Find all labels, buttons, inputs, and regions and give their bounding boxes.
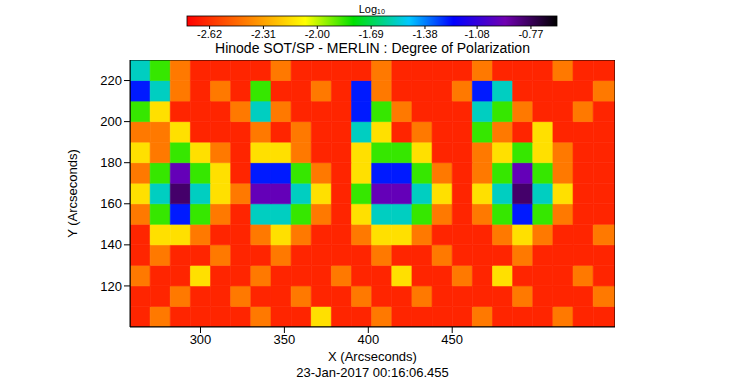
svg-text:200: 200: [100, 114, 122, 129]
svg-text:300: 300: [190, 332, 212, 347]
svg-text:-2.00: -2.00: [305, 28, 330, 40]
svg-text:Log₁₀: Log₁₀: [359, 3, 386, 15]
svg-text:120: 120: [100, 279, 122, 294]
svg-text:X (Arcseconds): X (Arcseconds): [328, 349, 417, 364]
svg-text:180: 180: [100, 155, 122, 170]
svg-text:-2.31: -2.31: [251, 28, 276, 40]
svg-text:160: 160: [100, 196, 122, 211]
svg-text:450: 450: [441, 332, 463, 347]
svg-text:-1.08: -1.08: [465, 28, 490, 40]
svg-text:Hinode SOT/SP - MERLIN : Degre: Hinode SOT/SP - MERLIN : Degree of Polar…: [215, 40, 530, 56]
svg-text:140: 140: [100, 237, 122, 252]
svg-text:Y (Arcseconds): Y (Arcseconds): [65, 149, 80, 238]
svg-text:-1.69: -1.69: [359, 28, 384, 40]
svg-text:350: 350: [274, 332, 296, 347]
svg-text:400: 400: [357, 332, 379, 347]
svg-text:-1.38: -1.38: [412, 28, 437, 40]
svg-text:23-Jan-2017 00:16:06.455: 23-Jan-2017 00:16:06.455: [296, 365, 449, 380]
svg-text:220: 220: [100, 73, 122, 88]
svg-text:-2.62: -2.62: [197, 28, 222, 40]
svg-text:-0.77: -0.77: [518, 28, 543, 40]
